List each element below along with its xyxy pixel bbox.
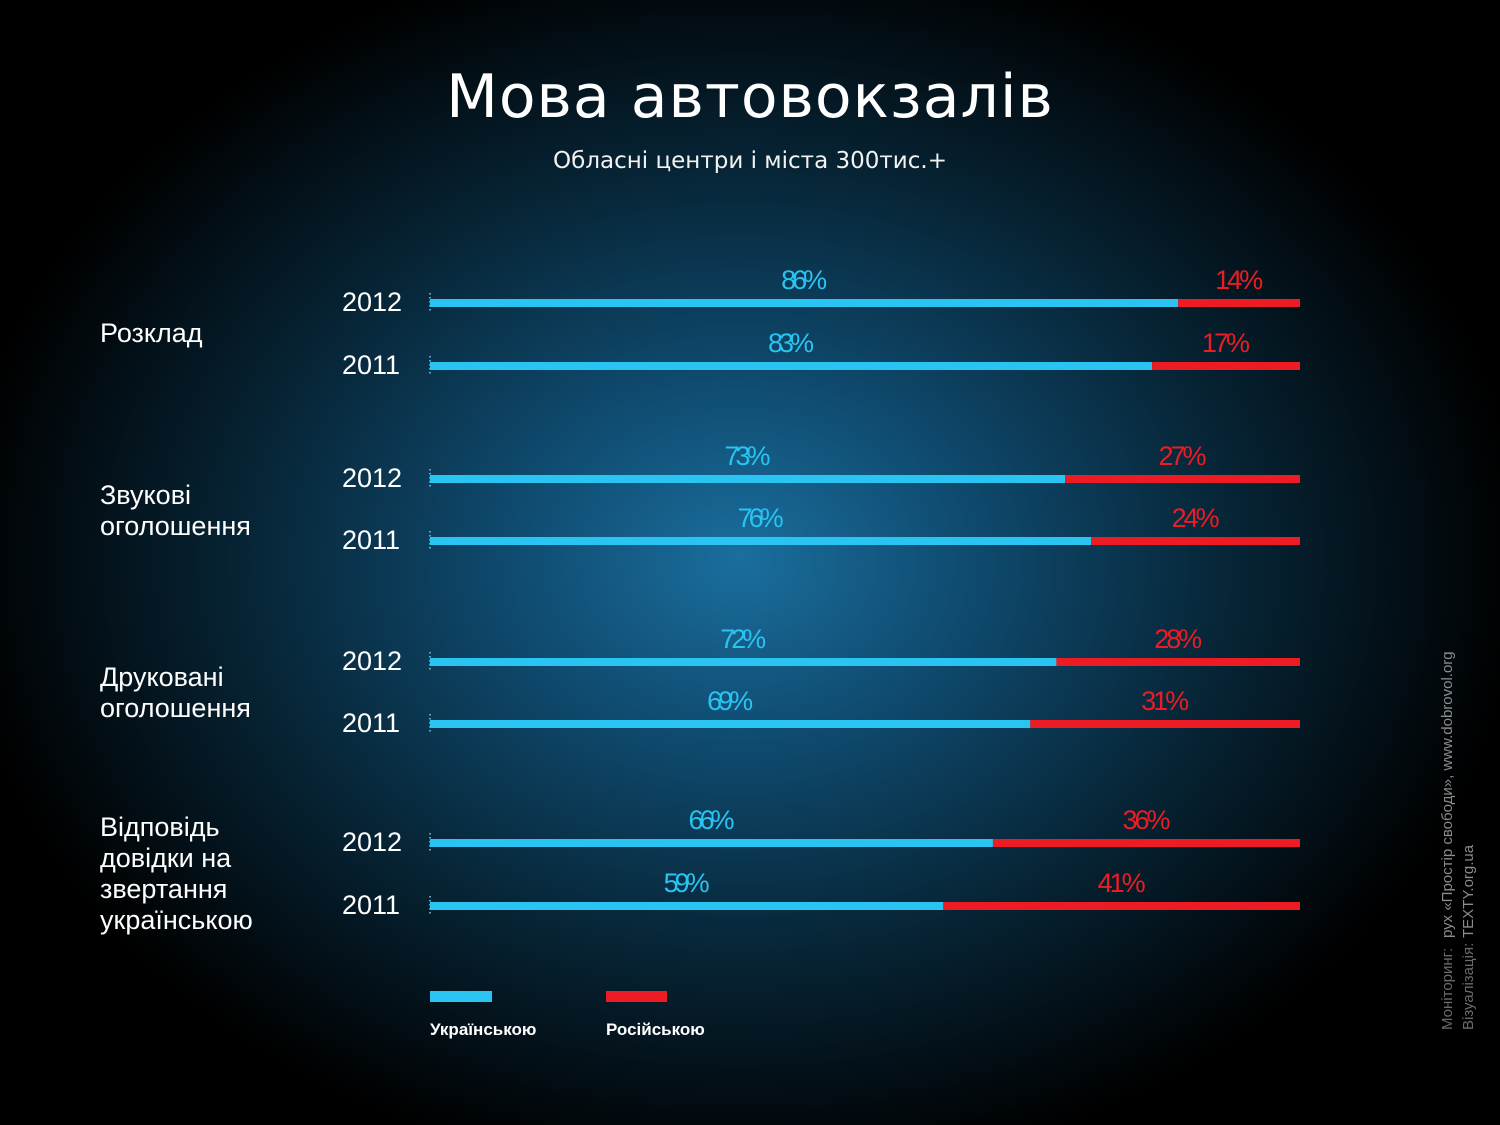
bar-ukrainian [430,658,1057,666]
value-label-ukrainian: 86% [781,265,827,295]
credits-visualization-value: TEXTY.org.ua [1460,844,1477,938]
credits-monitoring: Моніторинг: рух «Простір свободи», www.d… [1437,610,1458,1030]
value-label-russian: 41% [1098,868,1146,898]
bar-ukrainian [430,839,993,847]
value-label-ukrainian: 83% [768,328,814,358]
value-label-russian: 27% [1159,441,1207,471]
bar-russian [943,902,1300,910]
category-label: Відповідь довідки на звертання українськ… [100,812,253,935]
chart-subtitle: Обласні центри і міста 300тис.+ [553,148,947,174]
year-label: 2012 [342,827,403,857]
legend-swatch-russian [606,991,667,1002]
value-label-ukrainian: 59% [664,868,710,898]
bar-ukrainian [430,537,1092,545]
year-label: 2011 [342,890,401,920]
value-label-ukrainian: 66% [688,805,734,835]
bar-russian [1178,299,1300,307]
bar-russian [1030,720,1300,728]
value-label-russian: 24% [1172,503,1220,533]
year-label: 2012 [342,463,403,493]
bar-ukrainian [430,902,944,910]
value-label-ukrainian: 69% [707,686,753,716]
legend-label-russian: Російською [606,1020,705,1039]
value-label-russian: 14% [1215,265,1263,295]
credits-monitoring-label: Моніторинг: [1439,947,1456,1030]
bar-russian [1091,537,1300,545]
category-label: Друковані оголошення [100,662,251,723]
bar-russian [1152,362,1300,370]
bar-ukrainian [430,475,1066,483]
credits-monitoring-value: рух «Простір свободи», www.dobrovol.org [1439,651,1456,938]
bar-russian [1056,658,1300,666]
credits-visualization-label: Візуалізація: [1460,942,1477,1030]
year-label: 2012 [342,646,403,676]
value-label-russian: 17% [1202,328,1250,358]
year-label: 2011 [342,525,401,555]
category-label: Звукові оголошення [100,480,251,541]
value-label-ukrainian: 72% [720,624,766,654]
bar-ukrainian [430,362,1153,370]
value-label-russian: 28% [1154,624,1202,654]
bar-ukrainian [430,720,1031,728]
bar-ukrainian [430,299,1179,307]
value-label-russian: 31% [1141,686,1189,716]
legend-label-ukrainian: Українською [430,1020,537,1039]
value-label-ukrainian: 76% [738,503,784,533]
chart-title: Мова автовокзалів [446,62,1054,132]
year-label: 2012 [342,287,403,317]
bar-russian [1065,475,1300,483]
value-label-russian: 36% [1122,805,1170,835]
credits-visualization: Візуалізація: TEXTY.org.ua [1458,610,1479,1030]
legend-swatch-ukrainian [430,991,492,1002]
year-label: 2011 [342,350,401,380]
bar-russian [992,839,1300,847]
year-label: 2011 [342,708,401,738]
credits: Моніторинг: рух «Простір свободи», www.d… [1437,610,1479,1030]
category-label: Розклад [100,318,203,348]
value-label-ukrainian: 73% [725,441,771,471]
